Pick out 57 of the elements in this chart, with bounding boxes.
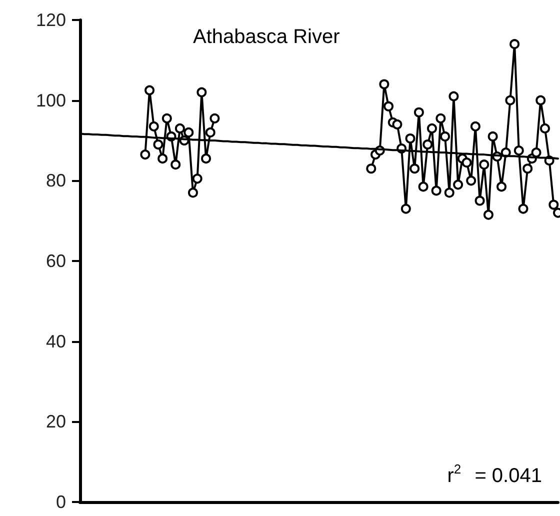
point: [153, 140, 164, 150]
y-tick-label: 20: [46, 412, 66, 432]
point: [514, 146, 524, 156]
point: [210, 113, 220, 124]
point: [448, 91, 459, 102]
point: [540, 123, 550, 134]
point: [392, 119, 402, 130]
point: [184, 127, 194, 138]
y-tick-label: 120: [36, 10, 66, 30]
point: [518, 204, 528, 214]
point: [170, 160, 181, 170]
point: [174, 123, 185, 134]
y-tick-label: 0: [56, 492, 66, 512]
point: [440, 131, 450, 142]
point: [148, 121, 159, 132]
point: [483, 210, 494, 220]
point: [188, 188, 198, 198]
point: [453, 180, 464, 190]
point: [444, 188, 454, 198]
point: [140, 150, 150, 160]
y-tick-label: 40: [46, 331, 66, 352]
point: [536, 95, 546, 106]
point: [379, 79, 390, 90]
point: [431, 186, 442, 196]
y-tick-label: 80: [46, 170, 66, 191]
point: [410, 164, 420, 174]
point: [531, 148, 542, 158]
point: [144, 85, 155, 96]
point: [422, 140, 433, 150]
point: [192, 174, 202, 184]
y-tick-label: 100: [36, 90, 66, 110]
point: [548, 200, 559, 210]
point: [418, 182, 428, 192]
y-tick-label: 60: [46, 251, 66, 271]
point: [158, 154, 168, 164]
point: [466, 176, 476, 186]
chart-title: Athabasca River: [193, 26, 340, 48]
point: [400, 204, 411, 214]
point: [201, 154, 212, 164]
point: [496, 182, 507, 192]
point: [162, 113, 172, 124]
point: [462, 158, 472, 168]
point: [470, 121, 480, 132]
point: [366, 164, 376, 174]
point: [510, 39, 520, 50]
point: [196, 87, 207, 98]
point: [436, 113, 446, 124]
point: [414, 107, 424, 118]
point: [205, 127, 216, 138]
point: [405, 133, 416, 144]
point: [479, 160, 490, 170]
point: [474, 196, 485, 206]
point: [522, 164, 533, 174]
point: [505, 95, 516, 106]
point: [488, 131, 498, 142]
point: [426, 123, 437, 134]
point: [384, 101, 394, 112]
